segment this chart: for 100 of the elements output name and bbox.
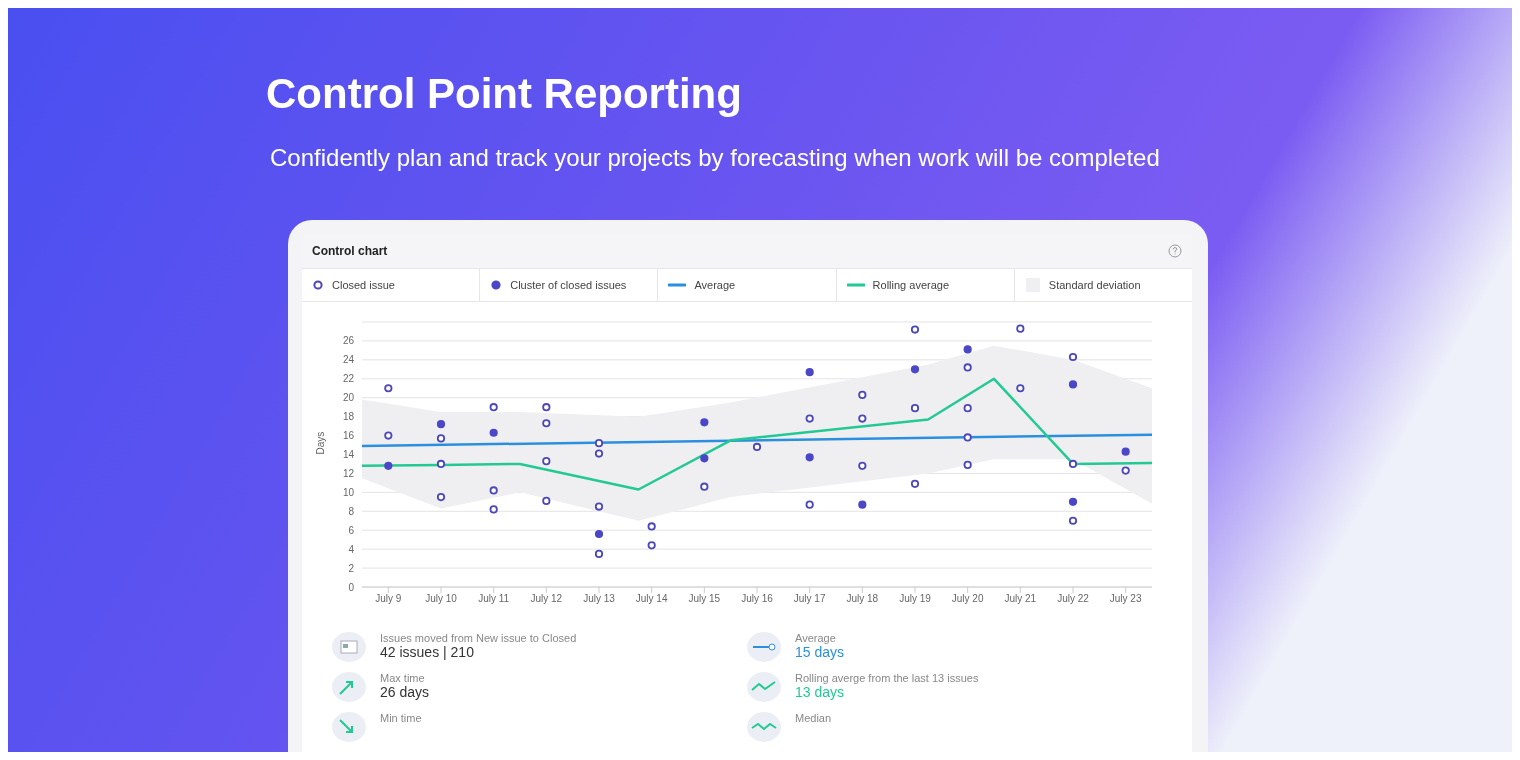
legend-label: Cluster of closed issues bbox=[510, 279, 627, 291]
legend-label: Closed issue bbox=[332, 279, 395, 291]
point bbox=[805, 414, 814, 423]
point bbox=[594, 549, 604, 558]
point bbox=[963, 460, 972, 470]
chart-subtitle: Confidently plan and track your projects by forecasting when work will be completed bbox=[270, 144, 1160, 172]
y-tick-label: 8 bbox=[348, 505, 355, 517]
point bbox=[910, 365, 920, 374]
y-tick-label: 10 bbox=[342, 486, 355, 498]
x-tick-label: July 22 bbox=[1057, 593, 1090, 605]
x-tick-label: July 11 bbox=[478, 593, 510, 605]
y-tick-label: 2 bbox=[348, 562, 355, 574]
point bbox=[963, 404, 972, 413]
x-tick-label: July 13 bbox=[583, 593, 616, 605]
point bbox=[752, 442, 762, 452]
point bbox=[489, 428, 498, 437]
point bbox=[436, 434, 446, 443]
point bbox=[910, 325, 920, 334]
legend-label: Rolling average bbox=[872, 279, 950, 291]
y-tick-label: 26 bbox=[342, 335, 355, 347]
point bbox=[1016, 324, 1025, 333]
x-tick-label: July 9 bbox=[375, 593, 402, 605]
y-tick-label: 14 bbox=[342, 449, 355, 461]
point bbox=[489, 486, 498, 495]
point bbox=[1121, 447, 1130, 456]
y-axis-title: Days bbox=[314, 431, 326, 455]
y-tick-label: 6 bbox=[348, 524, 355, 536]
point bbox=[594, 529, 604, 539]
point bbox=[436, 492, 446, 502]
point bbox=[858, 390, 867, 399]
x-tick-label: July 15 bbox=[688, 593, 721, 605]
point bbox=[1068, 497, 1078, 506]
point bbox=[594, 439, 604, 448]
point bbox=[700, 482, 709, 491]
x-tick-label: July 16 bbox=[741, 593, 774, 605]
point bbox=[1068, 380, 1078, 389]
y-tick-label: 16 bbox=[342, 430, 355, 442]
text: Min time bbox=[380, 712, 422, 724]
legend-label: Average bbox=[694, 279, 736, 291]
x-tick-label: July 10 bbox=[425, 593, 458, 605]
x-tick-label: July 17 bbox=[793, 593, 826, 605]
y-tick-label: 24 bbox=[342, 354, 355, 366]
point bbox=[384, 431, 393, 440]
point bbox=[647, 522, 656, 531]
text: Standard deviation bbox=[1048, 279, 1141, 291]
point bbox=[489, 403, 498, 412]
text: 15 days bbox=[795, 644, 845, 660]
point bbox=[384, 384, 393, 393]
text: Average bbox=[795, 632, 837, 644]
x-tick-label: July 19 bbox=[899, 593, 932, 605]
point bbox=[594, 502, 604, 511]
point bbox=[910, 479, 920, 488]
point bbox=[700, 418, 709, 427]
point bbox=[1068, 516, 1078, 525]
point bbox=[436, 459, 446, 469]
x-tick-label: July 21 bbox=[1004, 593, 1037, 605]
chart-title: Control Point Reporting bbox=[266, 70, 742, 118]
text: 26 days bbox=[380, 684, 430, 700]
point bbox=[436, 420, 446, 429]
point bbox=[858, 500, 867, 509]
point bbox=[1068, 352, 1078, 362]
point bbox=[910, 404, 920, 413]
point bbox=[542, 419, 551, 428]
text: Max time bbox=[380, 672, 426, 684]
text: 42 issues | 210 bbox=[380, 644, 475, 660]
point bbox=[805, 500, 814, 509]
x-tick-label: July 18 bbox=[846, 593, 879, 605]
point bbox=[384, 461, 393, 470]
text: Rolling averge from the last 13 issues bbox=[795, 672, 979, 684]
point bbox=[647, 541, 656, 550]
x-tick-label: July 14 bbox=[635, 593, 668, 605]
point bbox=[542, 496, 551, 505]
point bbox=[594, 449, 604, 458]
y-tick-label: 22 bbox=[342, 373, 355, 385]
point bbox=[963, 345, 972, 354]
text: Control chart bbox=[312, 244, 388, 258]
x-tick-label: July 23 bbox=[1109, 593, 1142, 605]
point bbox=[489, 505, 498, 514]
y-tick-label: 20 bbox=[342, 392, 355, 404]
point bbox=[542, 403, 551, 412]
x-tick-label: July 20 bbox=[951, 593, 984, 605]
point bbox=[1121, 466, 1130, 475]
point bbox=[1068, 459, 1078, 469]
text: Median bbox=[795, 712, 832, 724]
text: Issues moved from New issue to Closed bbox=[380, 632, 577, 644]
point bbox=[858, 414, 867, 423]
point bbox=[858, 461, 867, 470]
point bbox=[805, 368, 814, 377]
point bbox=[963, 433, 972, 442]
x-tick-label: July 12 bbox=[530, 593, 563, 605]
y-tick-label: 4 bbox=[348, 543, 355, 555]
y-tick-label: 12 bbox=[342, 467, 355, 479]
point bbox=[1016, 384, 1025, 393]
text: 13 days bbox=[795, 684, 846, 700]
point bbox=[963, 363, 972, 372]
point bbox=[700, 454, 709, 463]
point bbox=[805, 453, 814, 462]
y-tick-label: 0 bbox=[348, 581, 355, 593]
point bbox=[542, 457, 551, 466]
y-tick-label: 18 bbox=[342, 411, 355, 423]
